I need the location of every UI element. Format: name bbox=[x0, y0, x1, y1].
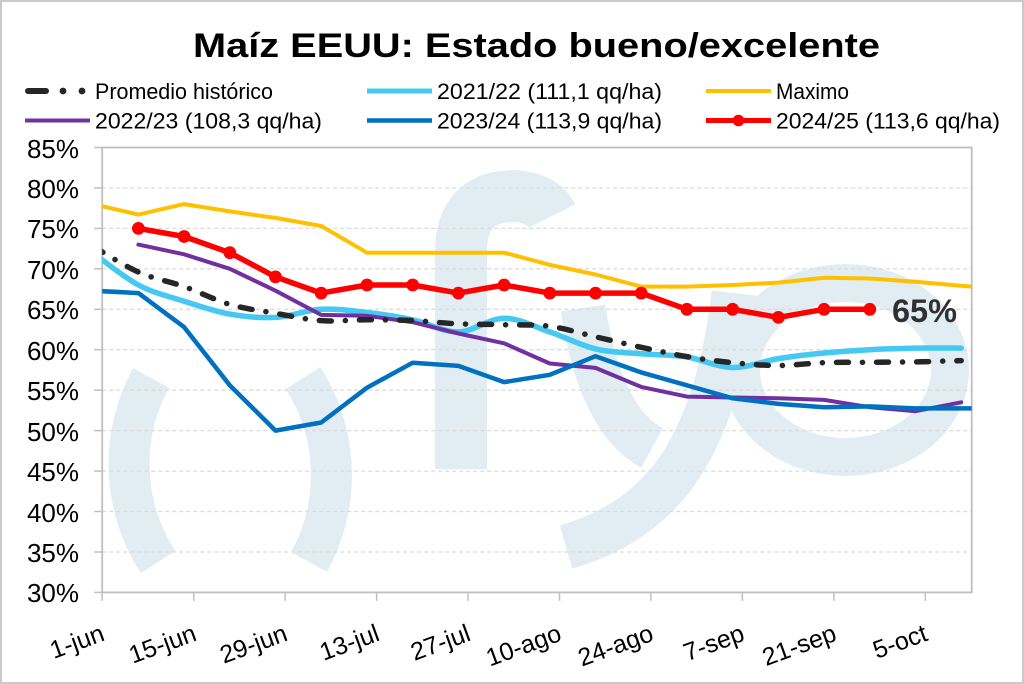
svg-text:Maíz EEUU: Estado bueno/excele: Maíz EEUU: Estado bueno/excelente bbox=[193, 27, 880, 65]
svg-text:80%: 80% bbox=[27, 174, 79, 204]
svg-text:70%: 70% bbox=[27, 255, 79, 285]
svg-text:35%: 35% bbox=[27, 538, 79, 568]
svg-text:2021/22 (111,1 qq/ha): 2021/22 (111,1 qq/ha) bbox=[437, 79, 662, 104]
svg-text:50%: 50% bbox=[27, 417, 79, 447]
svg-text:75%: 75% bbox=[27, 214, 79, 244]
svg-text:2024/25 (113,6 qq/ha): 2024/25 (113,6 qq/ha) bbox=[776, 109, 1000, 134]
svg-text:Maximo: Maximo bbox=[776, 79, 849, 104]
svg-text:Promedio histórico: Promedio histórico bbox=[95, 79, 273, 104]
svg-text:2022/23 (108,3 qq/ha): 2022/23 (108,3 qq/ha) bbox=[95, 109, 322, 134]
svg-text:40%: 40% bbox=[27, 498, 79, 528]
svg-text:30%: 30% bbox=[27, 578, 79, 608]
svg-text:65%: 65% bbox=[892, 293, 957, 329]
svg-text:55%: 55% bbox=[27, 376, 79, 406]
svg-text:85%: 85% bbox=[27, 134, 79, 164]
svg-text:45%: 45% bbox=[27, 457, 79, 487]
svg-text:60%: 60% bbox=[27, 336, 79, 366]
svg-text:2023/24 (113,9 qq/ha): 2023/24 (113,9 qq/ha) bbox=[437, 109, 662, 134]
svg-text:65%: 65% bbox=[27, 295, 79, 325]
